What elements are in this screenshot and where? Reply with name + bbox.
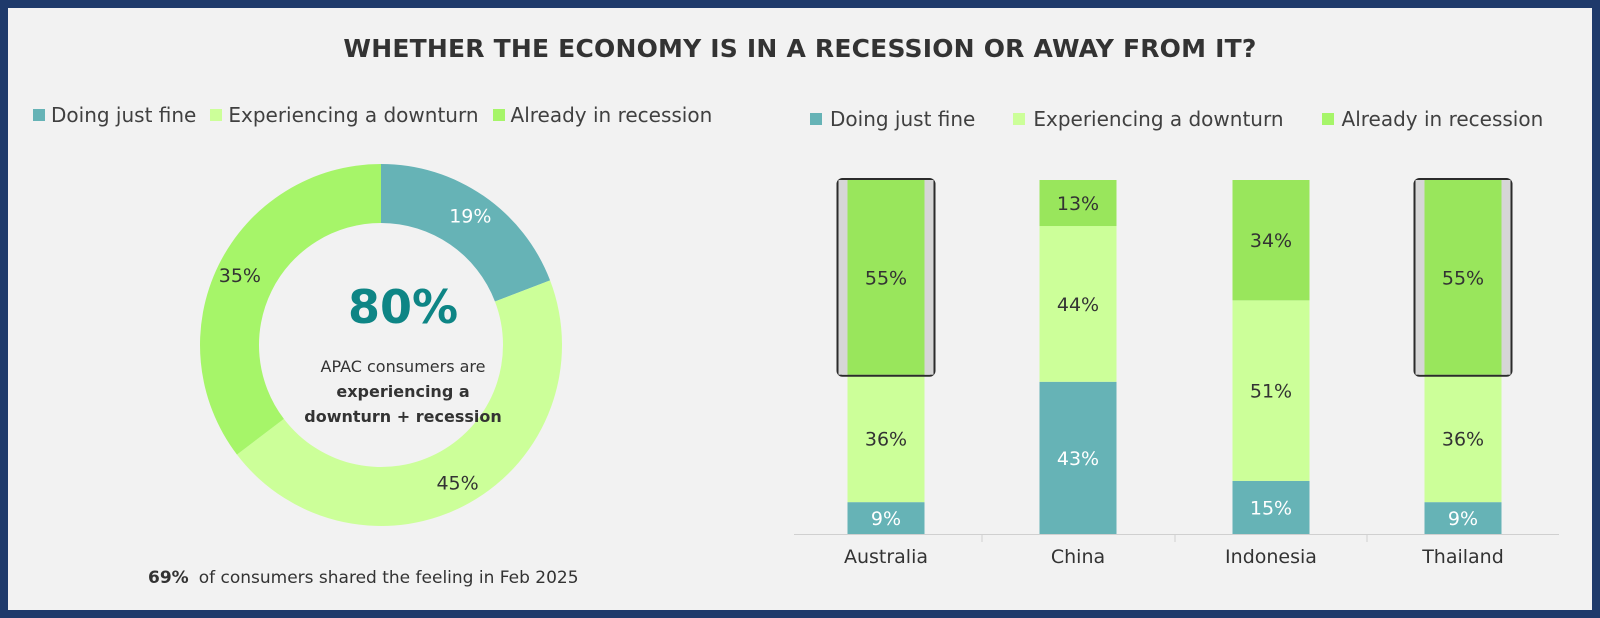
donut-chart: 19% 45% 35%	[199, 164, 562, 527]
donut-center-line3: downturn + recession	[286, 404, 520, 429]
donut-center-text: APAC consumers are experiencing a downtu…	[286, 354, 520, 429]
bar-indonesia-doing-fine	[1232, 480, 1310, 534]
donut-center-line2-text: experiencing a	[336, 382, 470, 401]
category-label-australia: Australia	[844, 546, 928, 568]
stacked-bar-chart: 9% 36% 55% Australia 43% 44% 13% China 15% 51% 34%…	[794, 178, 1559, 568]
bar-label-thailand-doing-fine: 9%	[1448, 508, 1478, 530]
bar-legend-swatch-downturn	[1013, 113, 1026, 125]
legend-swatch-recession	[492, 109, 505, 121]
donut-slice-recession-label: 35%	[219, 265, 261, 287]
category-label-china: China	[1051, 546, 1105, 568]
legend-label-recession: Already in recession	[510, 103, 713, 127]
bar-label-australia-doing-fine: 9%	[871, 508, 901, 530]
footnote-value: 69%	[148, 568, 189, 588]
bar-thailand-downturn	[1424, 374, 1502, 503]
bar-label-china-doing-fine: 43%	[1057, 448, 1099, 470]
donut-slice-downturn	[236, 280, 562, 527]
bar-indonesia-recession	[1232, 180, 1310, 301]
bar-australia-recession	[847, 180, 925, 375]
bar-indonesia-downturn	[1232, 300, 1310, 481]
legend-swatch-doing-fine	[33, 109, 45, 121]
bar-label-indonesia-downturn: 51%	[1250, 381, 1292, 403]
bar-legend-item-recession: Already in recession	[1321, 107, 1544, 131]
bar-legend-label-doing-fine: Doing just fine	[830, 107, 976, 131]
bar-thailand-doing-fine	[1424, 502, 1502, 534]
donut-center-line2: experiencing a	[286, 379, 520, 404]
bar-legend-swatch-recession	[1321, 113, 1334, 125]
bar-china-downturn	[1039, 226, 1117, 382]
donut-slice-doing-fine-label: 19%	[449, 205, 491, 227]
bar-china-recession	[1039, 180, 1117, 227]
bar-label-indonesia-doing-fine: 15%	[1250, 497, 1292, 519]
bar-china-doing-fine	[1039, 381, 1117, 534]
bar-legend-label-downturn: Experiencing a downturn	[1033, 107, 1284, 131]
donut-center-value: 80%	[347, 280, 459, 334]
highlight-shade-right-thailand	[1501, 180, 1511, 375]
highlight-shade-left-thailand	[1415, 180, 1425, 375]
legend-label-doing-fine: Doing just fine	[51, 103, 197, 127]
donut-slice-doing-fine	[381, 164, 551, 302]
donut-center-line3-text: downturn + recession	[304, 407, 502, 426]
legend-label-downturn: Experiencing a downturn	[228, 103, 479, 127]
bar-label-indonesia-recession: 34%	[1250, 230, 1292, 252]
bar-australia-downturn	[847, 374, 925, 503]
bar-label-china-downturn: 44%	[1057, 294, 1099, 316]
bar-legend-item-downturn: Experiencing a downturn	[1013, 107, 1284, 131]
legend-item-recession: Already in recession	[492, 103, 713, 127]
highlight-shade-right-australia	[924, 180, 934, 375]
bar-thailand-recession	[1424, 180, 1502, 375]
bar-legend: Doing just fine Experiencing a downturn …	[810, 107, 1543, 131]
bar-legend-label-recession: Already in recession	[1341, 107, 1544, 131]
footnote: 69% of consumers shared the feeling in Fe…	[148, 568, 579, 588]
bar-australia-doing-fine	[847, 502, 925, 534]
legend-item-downturn: Experiencing a downturn	[210, 103, 479, 127]
bar-label-thailand-downturn: 36%	[1442, 428, 1484, 450]
highlight-box-thailand	[1413, 178, 1513, 377]
footnote-text: of consumers shared the feeling in Feb 2…	[198, 568, 579, 588]
legend-swatch-downturn	[210, 109, 223, 121]
donut-legend: Doing just fine Experiencing a downturn …	[33, 103, 726, 127]
highlight-box-australia	[836, 178, 936, 377]
bar-legend-item-doing-fine: Doing just fine	[810, 107, 975, 131]
bar-label-thailand-recession: 55%	[1442, 267, 1484, 289]
legend-item-doing-fine: Doing just fine	[33, 103, 196, 127]
category-label-indonesia: Indonesia	[1225, 546, 1317, 568]
bar-label-australia-recession: 55%	[865, 267, 907, 289]
donut-slice-downturn-label: 45%	[436, 473, 478, 495]
chart-title: WHETHER THE ECONOMY IS IN A RECESSION OR…	[343, 34, 1257, 63]
donut-center-line1: APAC consumers are	[320, 357, 486, 376]
bar-label-australia-downturn: 36%	[865, 428, 907, 450]
category-label-thailand: Thailand	[1421, 546, 1504, 568]
bar-legend-swatch-doing-fine	[810, 113, 822, 125]
bar-label-china-recession: 13%	[1057, 193, 1099, 215]
chart-frame: WHETHER THE ECONOMY IS IN A RECESSION OR…	[8, 8, 1592, 610]
donut-slice-recession	[199, 164, 381, 455]
highlight-shade-left-australia	[838, 180, 848, 375]
